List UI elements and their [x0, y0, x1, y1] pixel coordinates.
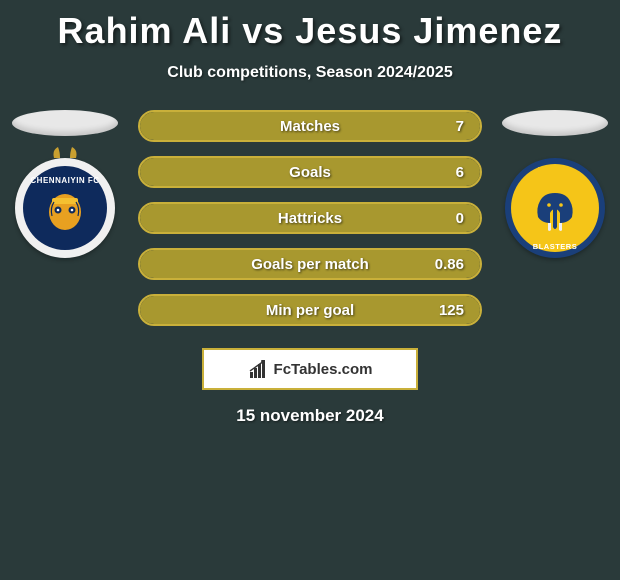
- stat-label: Matches: [280, 118, 340, 135]
- stat-value: 0: [456, 210, 464, 227]
- team-right-crest: KERALA BLASTERS: [505, 158, 605, 258]
- stat-label: Goals: [289, 164, 331, 181]
- stat-label: Min per goal: [266, 302, 354, 319]
- stat-row-goals-per-match: Goals per match 0.86: [138, 248, 482, 280]
- left-column: CHENNAIYIN FC: [10, 110, 120, 258]
- stat-row-matches: Matches 7: [138, 110, 482, 142]
- stat-value: 7: [456, 118, 464, 135]
- right-column: KERALA BLASTERS: [500, 110, 610, 258]
- team-left-name: CHENNAIYIN FC: [23, 176, 107, 185]
- stat-label: Hattricks: [278, 210, 342, 227]
- kerala-elephant-icon: [530, 183, 580, 233]
- date-text: 15 november 2024: [0, 406, 620, 426]
- trophy-handles-icon: [50, 144, 80, 158]
- page-subtitle: Club competitions, Season 2024/2025: [0, 64, 620, 82]
- page-title: Rahim Ali vs Jesus Jimenez: [0, 10, 620, 52]
- attribution-text: FcTables.com: [274, 361, 373, 378]
- stat-value: 6: [456, 164, 464, 181]
- stat-row-goals: Goals 6: [138, 156, 482, 188]
- main-row: CHENNAIYIN FC: [0, 110, 620, 326]
- chennaiyin-mask-icon: [42, 190, 88, 236]
- stat-value: 0.86: [435, 256, 464, 273]
- stat-row-min-per-goal: Min per goal 125: [138, 294, 482, 326]
- comparison-card: Rahim Ali vs Jesus Jimenez Club competit…: [0, 0, 620, 426]
- stat-label: Goals per match: [251, 256, 369, 273]
- stats-column: Matches 7 Goals 6 Hattricks 0 Goals per …: [138, 110, 482, 326]
- fctables-logo-icon: [248, 358, 270, 380]
- player-right-ellipse: [502, 110, 608, 136]
- stat-row-hattricks: Hattricks 0: [138, 202, 482, 234]
- team-right-name-bottom: BLASTERS: [505, 242, 605, 251]
- attribution-box: FcTables.com: [202, 348, 418, 390]
- player-left-ellipse: [12, 110, 118, 136]
- team-left-crest: CHENNAIYIN FC: [15, 158, 115, 258]
- stat-value: 125: [439, 302, 464, 319]
